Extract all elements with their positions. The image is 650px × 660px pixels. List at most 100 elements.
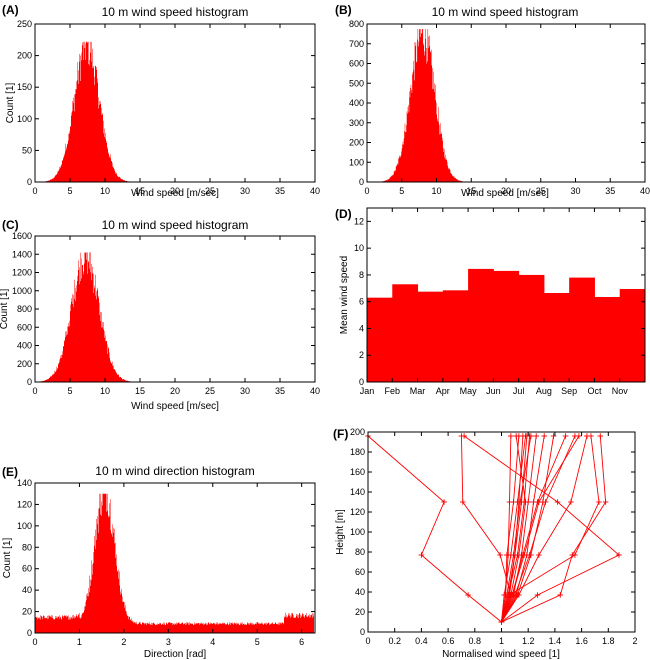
panel-a-ytick-label: 100	[17, 114, 32, 124]
panel-f-profile-point	[521, 552, 527, 558]
panel-f-ytick-label: 40	[355, 587, 365, 597]
panel-d-ylabel: Mean wind speed	[339, 256, 350, 334]
panel-f-profile-point	[504, 552, 510, 558]
panel-c-xtick-label: 20	[170, 386, 180, 396]
panel-c-ytick-label: 600	[17, 322, 32, 332]
panel-f-xtick-label: 0.4	[415, 636, 428, 646]
panel-a-ytick-label: 200	[17, 51, 32, 61]
panel-f-axes-frame	[367, 431, 636, 633]
panel-f-profile-point	[465, 592, 471, 598]
panel-f-profile-point	[554, 499, 561, 505]
panel-c-ytick-label: 1400	[12, 249, 32, 259]
panel-f-profile-point	[497, 552, 503, 558]
panel-d-ytick-label: 8	[359, 270, 364, 280]
panel-a-title: 10 m wind speed histogram	[102, 5, 249, 19]
panel-f-profile-point	[458, 433, 465, 439]
panel-f-xtick-label: 0.2	[388, 636, 401, 646]
panel-label-e: (E)	[2, 465, 18, 479]
panel-f-profile-point	[536, 499, 542, 505]
panel-a-xtick-label: 30	[240, 186, 250, 196]
panel-f-profile-point	[526, 433, 533, 439]
panel-b-xtick-label: 15	[466, 186, 476, 196]
panel-f-profile-point	[596, 499, 602, 505]
panel-c-ytick-label: 800	[17, 304, 32, 314]
panel-f-profile-point	[569, 552, 576, 558]
panel-b-ytick-label: 300	[349, 118, 364, 128]
panel-d-bar-sep	[569, 277, 595, 382]
panel-f-profile-point	[597, 433, 604, 439]
panel-c-xlabel: Wind speed [m/sec]	[131, 401, 219, 412]
panel-f-profile-point	[550, 433, 557, 439]
panel-b-xtick-label: 25	[536, 186, 546, 196]
panel-d-ytick-label: 10	[354, 243, 364, 253]
panel-b-ytick-label: 800	[349, 19, 364, 29]
panel-a-plot: 0 50 100 150 200 250 0 5 10 15 20 25 30 35 40	[17, 19, 320, 196]
panel-e-ylabel: Count [1]	[2, 537, 13, 578]
panel-d-plot: 0 2 4 6 8 10 12 Jan Feb Mar Apr May Jun Jul Aug Sep Oct N…	[354, 208, 646, 396]
panel-c: (C) 10 m wind speed histogram 0200400600…	[0, 218, 320, 412]
panel-f-ytick-label: 140	[350, 487, 365, 497]
panel-f-profile-point	[616, 552, 622, 558]
panel-c-ytick-label: 200	[17, 359, 32, 369]
panel-d-ytick-label: 12	[354, 216, 364, 226]
panel-a-ylabel: Count [1]	[5, 82, 16, 123]
panel-d-bar-jan	[367, 297, 393, 382]
panel-e-xtick-label: 2	[121, 637, 126, 647]
panel-f-profile-point	[557, 592, 564, 598]
panel-a-histogram-bars	[35, 41, 315, 183]
panel-f-xtick-label: 0	[365, 636, 370, 646]
panel-c-ytick-label: 1200	[12, 268, 32, 278]
panel-c-xtick-label: 15	[135, 386, 145, 396]
panel-f-ytick-label: 180	[350, 447, 365, 457]
panel-label-d: (D)	[335, 207, 352, 221]
panel-f-profile-point	[602, 499, 609, 505]
panel-a-xtick-label: 15	[135, 186, 145, 196]
panel-b-ytick-label: 100	[349, 157, 364, 167]
panel-f-ytick-label: 0	[360, 627, 365, 637]
panel-f-ytick-label: 80	[355, 547, 365, 557]
panel-f-xtick-label: 0.8	[469, 636, 482, 646]
panel-f-xtick-label: 1.8	[602, 636, 615, 646]
panel-e-ytick-label: 60	[22, 564, 32, 574]
panel-c-xtick-label: 30	[240, 386, 250, 396]
panel-f-profile-point	[568, 499, 574, 505]
panel-d-xtick-label-aug: Aug	[536, 386, 552, 396]
panel-label-a: (A)	[2, 3, 19, 17]
panel-b-ytick-label: 0	[359, 177, 364, 187]
panel-a-xtick-label: 40	[310, 186, 320, 196]
panel-b-title: 10 m wind speed histogram	[432, 5, 579, 19]
panel-a-xtick-label: 25	[205, 186, 215, 196]
panel-f-xtick-label: 2	[632, 636, 637, 646]
panel-b-ytick-label: 400	[349, 98, 364, 108]
panel-f-plot: 0 20 40 60 80 100 120 140 160 180 200 0 0.2 0.4 0.6 0.8…	[350, 427, 638, 646]
panel-e-histogram-bars	[35, 493, 315, 633]
panel-b-xlabel: Wind speed [m/sec]	[461, 188, 549, 199]
panel-a-axes-frame	[34, 23, 316, 183]
panel-f-profile-point	[536, 552, 542, 558]
panel-e-ytick-label: 20	[22, 607, 32, 617]
panel-b-axes-frame	[366, 23, 646, 183]
panel-c-ytick-label: 1000	[12, 286, 32, 296]
panel-f-xtick-label: 1.4	[549, 636, 562, 646]
panel-e-xtick-label: 1	[77, 637, 82, 647]
panel-c-ylabel: Count [1]	[0, 288, 10, 329]
panel-f-profile-point	[514, 552, 521, 558]
panel-b-ytick-label: 500	[349, 78, 364, 88]
panel-a-ytick-label: 50	[22, 145, 32, 155]
panel-d-bar-oct	[594, 297, 621, 382]
panel-f-profile-point	[505, 592, 511, 598]
panel-d-xtick-label-jan: Jan	[360, 386, 375, 396]
panel-b: (B) 10 m wind speed histogram 0100200300…	[335, 3, 650, 199]
panel-c-axes-frame	[34, 235, 316, 383]
panel-f-profile-point	[441, 499, 447, 505]
panel-d-ytick-label: 2	[359, 350, 364, 360]
panel-f-xtick-label: 1.6	[575, 636, 588, 646]
panel-d: (D) 0 2 4 6 8 10 12 Jan Feb Mar Apr May Jun Jul Aug Sep…	[335, 207, 646, 396]
panel-f-profile-point	[576, 433, 582, 439]
panel-d-xtick-label-nov: Nov	[612, 386, 629, 396]
panel-d-bar-mar	[417, 291, 444, 382]
panel-a-xtick-label: 0	[32, 186, 37, 196]
panel-f-ytick-label: 20	[355, 607, 365, 617]
panel-f-profile-point	[521, 499, 527, 505]
panel-e-xtick-label: 3	[166, 637, 171, 647]
